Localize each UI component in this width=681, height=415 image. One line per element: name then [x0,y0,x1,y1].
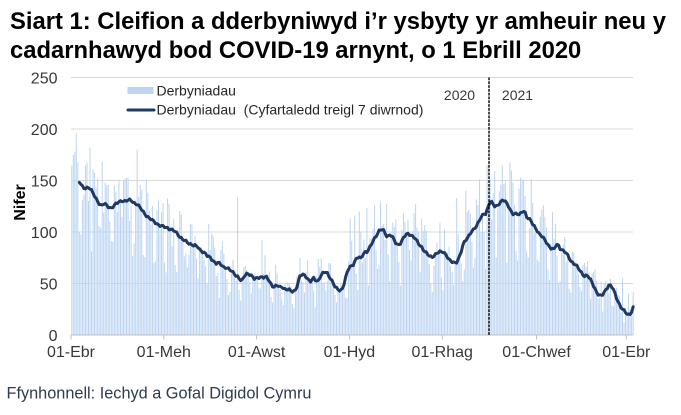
svg-text:Ffynhonnell: Iechyd a Gofal Di: Ffynhonnell: Iechyd a Gofal Digidol Cymr… [7,385,312,403]
svg-text:0: 0 [49,328,58,345]
svg-text:Derbyniadau: Derbyniadau [157,83,236,99]
svg-text:150: 150 [31,173,58,190]
svg-text:2021: 2021 [502,87,533,103]
svg-text:Derbyniadau (Cyfartaledd trei: Derbyniadau (Cyfartaledd treigl 7 diwrno… [157,102,424,118]
svg-text:250: 250 [31,70,58,87]
svg-text:50: 50 [40,276,58,293]
svg-text:01-Hyd: 01-Hyd [324,344,376,361]
svg-text:01-Chwef: 01-Chwef [502,344,571,361]
svg-text:Siart 1: Cleifion a dderbyniwy: Siart 1: Cleifion a dderbyniwyd i’r ysby… [10,8,667,35]
svg-text:cadarnhawyd bod COVID-19 arnyn: cadarnhawyd bod COVID-19 arnynt, o 1 Ebr… [10,37,581,64]
svg-text:01-Meh: 01-Meh [137,344,191,361]
svg-text:100: 100 [31,225,58,242]
svg-text:Nifer: Nifer [12,184,29,220]
svg-text:01-Awst: 01-Awst [228,344,286,361]
svg-text:01-Rhag: 01-Rhag [412,344,473,361]
svg-text:2020: 2020 [444,87,475,103]
svg-text:01-Ebr: 01-Ebr [47,344,96,361]
svg-text:200: 200 [31,122,58,139]
svg-text:01-Ebr: 01-Ebr [602,344,651,361]
